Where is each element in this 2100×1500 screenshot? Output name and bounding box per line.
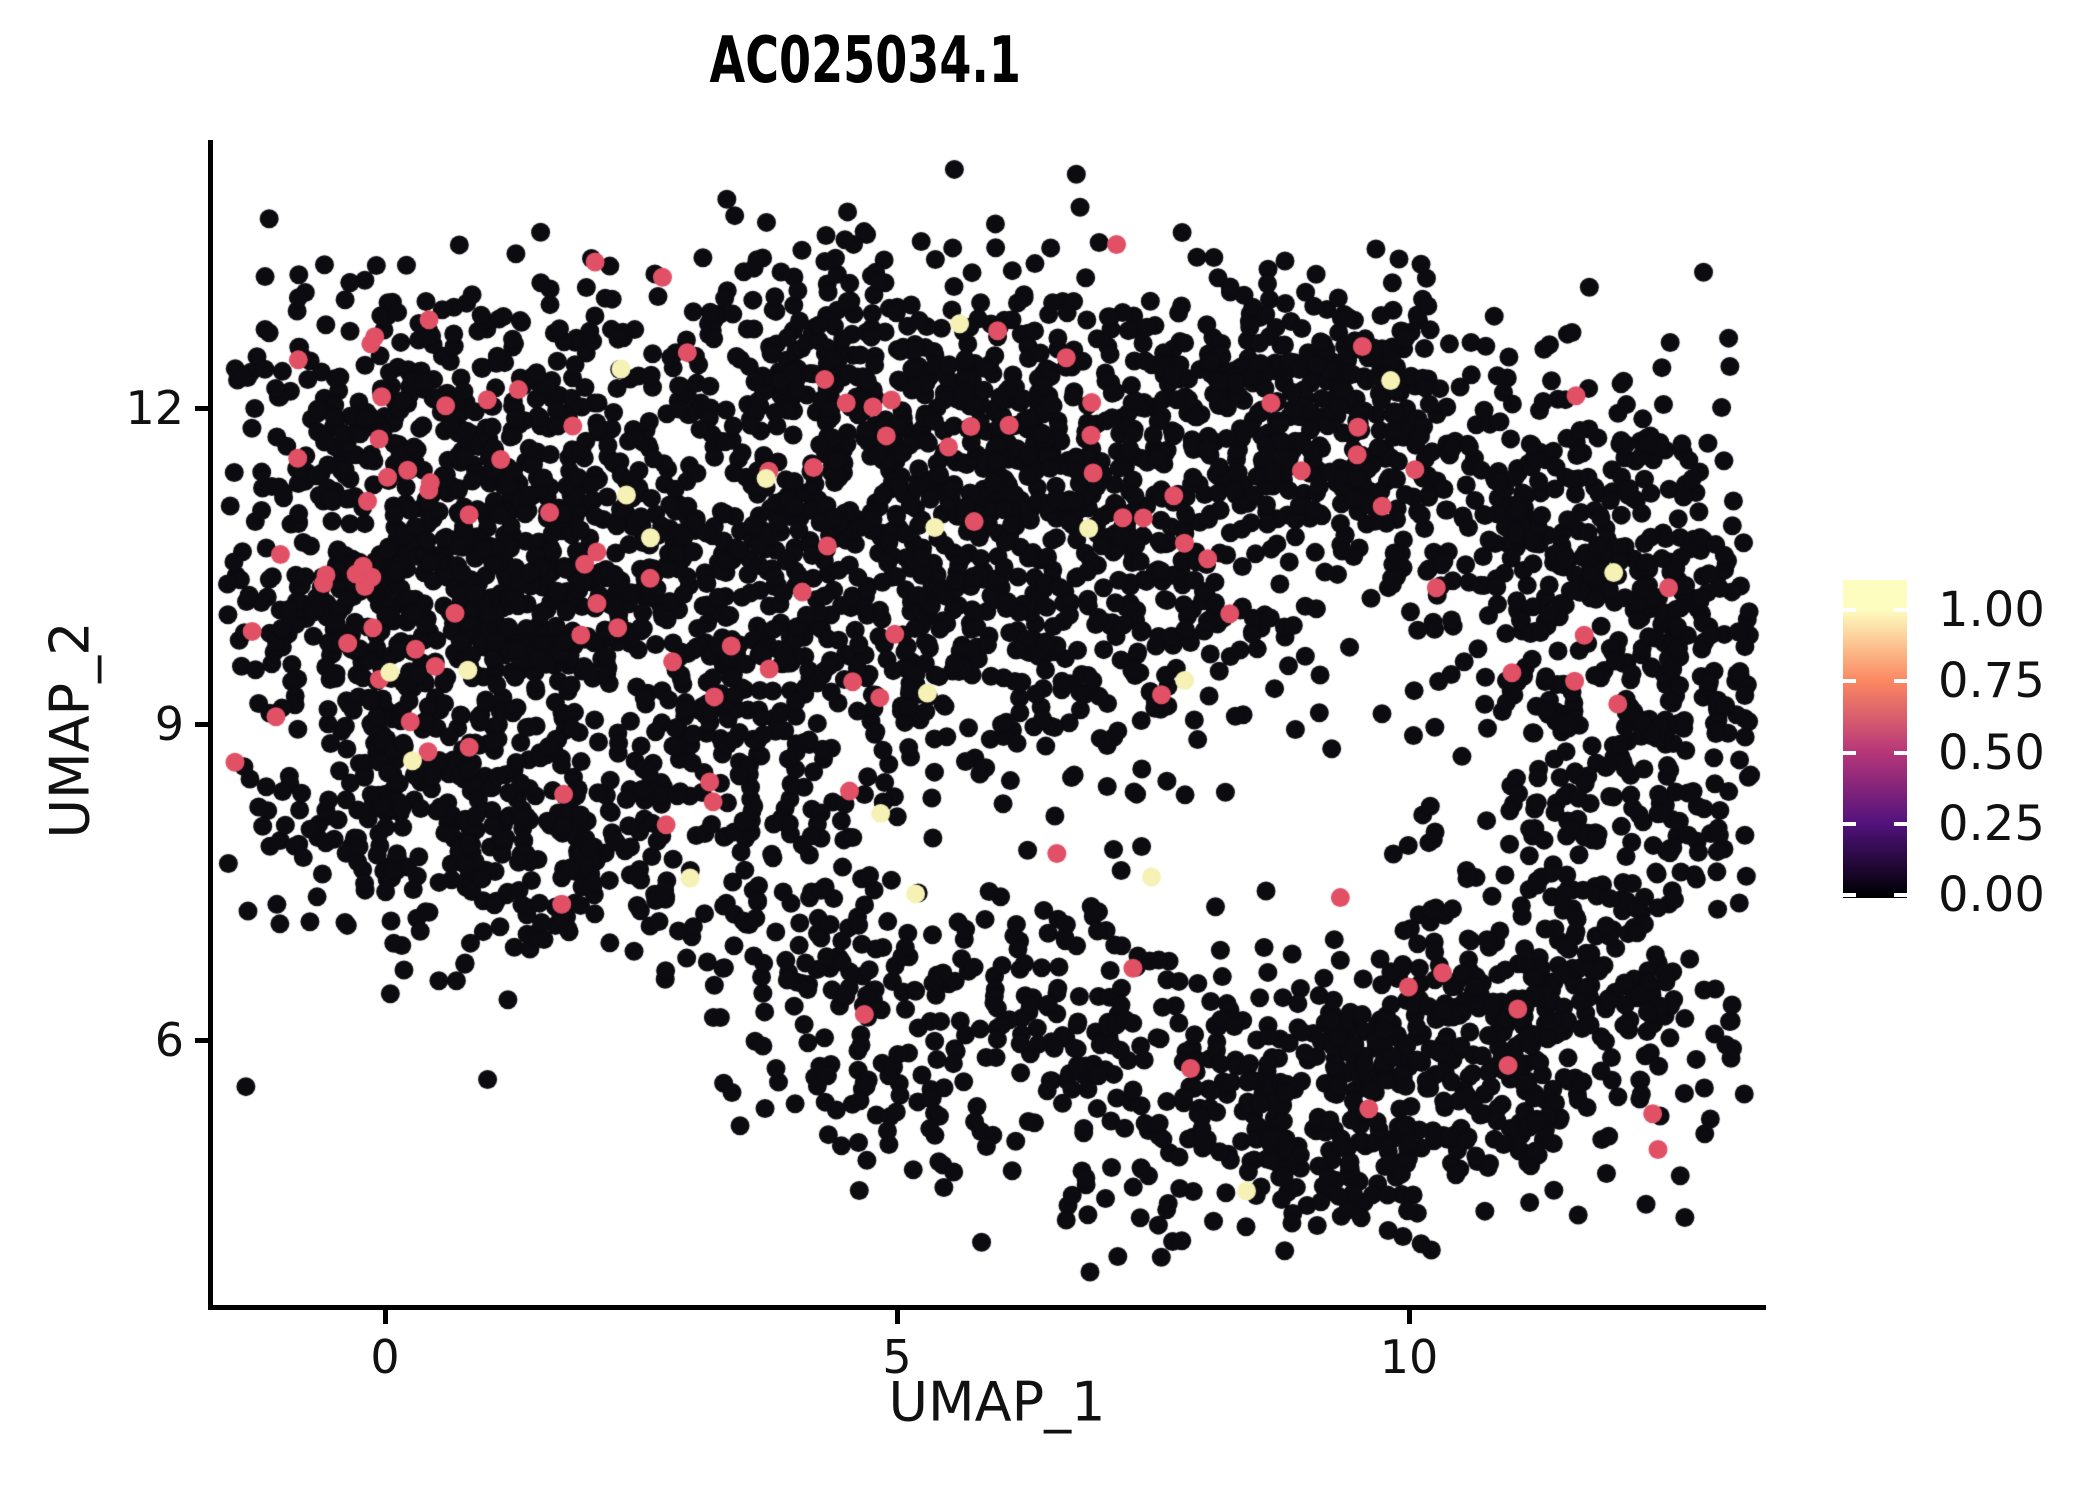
colorbar-tick	[1894, 608, 1907, 612]
y-tick-label: 6	[154, 1013, 184, 1067]
y-tick	[195, 721, 209, 727]
y-tick-label: 9	[154, 697, 184, 751]
x-tick	[382, 1310, 388, 1324]
y-axis-title: UMAP_2	[38, 621, 102, 839]
plot-title: AC025034.1	[0, 18, 1730, 104]
colorbar-gradient	[1843, 580, 1907, 898]
colorbar-label: 0.50	[1938, 724, 2045, 781]
colorbar-tick	[1843, 608, 1856, 612]
colorbar-tick	[1894, 893, 1907, 897]
x-tick	[894, 1310, 900, 1324]
colorbar-tick	[1843, 821, 1856, 826]
colorbar-tick	[1894, 821, 1907, 826]
colorbar-tick	[1843, 679, 1856, 684]
colorbar	[1843, 580, 1907, 898]
colorbar-label: 1.00	[1938, 582, 2045, 638]
x-tick-label: 5	[882, 1330, 912, 1384]
colorbar-tick	[1843, 893, 1856, 897]
x-axis-line	[208, 1305, 1766, 1310]
y-axis-line	[208, 140, 213, 1310]
colorbar-label: 0.00	[1938, 867, 2045, 923]
colorbar-tick	[1894, 679, 1907, 684]
y-tick-label: 12	[125, 381, 184, 435]
colorbar-label: 0.75	[1938, 653, 2045, 710]
colorbar-tick	[1894, 750, 1907, 755]
x-tick	[1406, 1310, 1412, 1324]
y-tick	[195, 405, 209, 411]
x-axis-title: UMAP_1	[888, 1370, 1106, 1434]
x-tick-label: 0	[370, 1330, 400, 1384]
plot-title-text: AC025034.1	[709, 24, 1021, 98]
y-tick	[195, 1037, 209, 1043]
colorbar-label: 0.25	[1938, 795, 2045, 852]
colorbar-tick	[1843, 750, 1856, 755]
x-tick-label: 10	[1379, 1330, 1439, 1384]
